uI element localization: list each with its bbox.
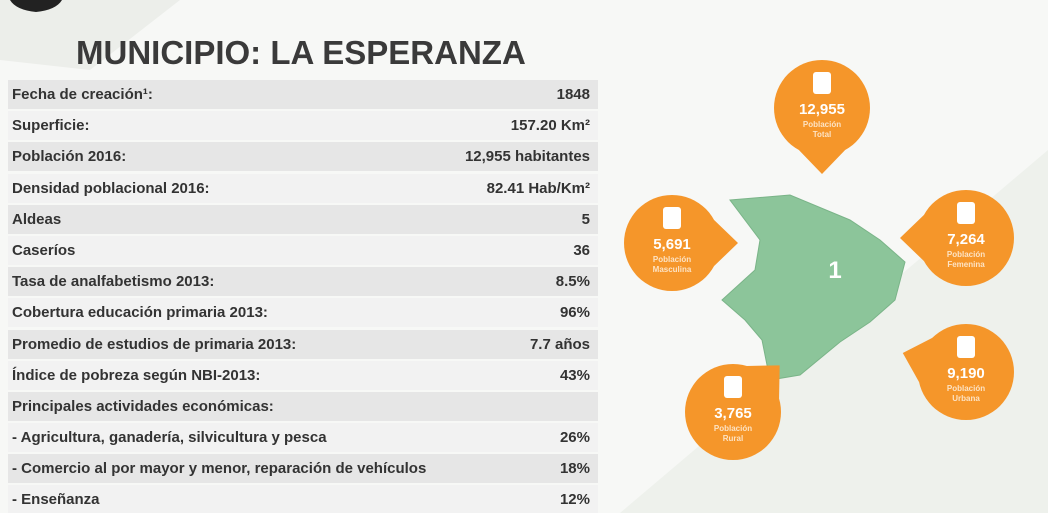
row-label: Superficie: — [12, 117, 90, 135]
table-row: Promedio de estudios de primaria 2013: 7.… — [8, 329, 598, 359]
bubble-label: Población — [947, 384, 985, 393]
row-label: Índice de pobreza según NBI-2013: — [12, 366, 261, 384]
table-row: Tasa de analfabetismo 2013: 8.5% — [8, 267, 598, 297]
table-row: Cobertura educación primaria 2013: 96% — [8, 298, 598, 328]
row-label: Caseríos — [12, 241, 76, 259]
row-value: 8.5% — [555, 273, 590, 291]
row-label: Aldeas — [12, 210, 62, 228]
logo — [10, 0, 62, 12]
bubble — [774, 60, 870, 156]
table-row: Fecha de creación¹: 1848 — [8, 80, 598, 109]
row-value: 43% — [559, 366, 590, 384]
table: Fecha de creación¹: 1848 Superficie: 157.20… — [8, 80, 598, 513]
row-value: 157.20 Km² — [510, 117, 590, 135]
row-value: 12% — [559, 491, 590, 509]
row-value: 96% — [559, 304, 590, 322]
row-label: Cobertura educación primaria 2013: — [12, 304, 268, 322]
table-row: Población 2016: 12,955 habitantes — [8, 142, 598, 172]
row-label: Fecha de creación¹: — [12, 86, 153, 103]
bubble-label: Población — [714, 424, 752, 433]
map — [721, 194, 906, 381]
bubble-value: 5,691 — [653, 236, 691, 253]
bubble-icon — [724, 376, 742, 398]
bubble-label: Población — [803, 120, 841, 129]
bubble-value: 9,190 — [947, 365, 985, 382]
table-row: Superficie: 157.20 Km² — [8, 111, 598, 141]
bubble-tail — [714, 219, 738, 267]
table-row: Caseríos 36 — [8, 235, 598, 265]
bubble — [624, 195, 720, 291]
bubble-label: Rural — [723, 434, 743, 443]
bubble-label: Masculina — [653, 265, 692, 274]
row-label: Principales actividades económicas: — [12, 397, 274, 415]
row-value: 82.41 Hab/Km² — [486, 179, 590, 197]
table-row: - Comercio al por mayor y menor, reparac… — [8, 454, 598, 484]
row-value: 5 — [581, 210, 590, 228]
bubble-icon — [663, 207, 681, 229]
table-row: Densidad poblacional 2016: 82.41 Hab/Km² — [8, 173, 598, 203]
row-value: 1848 — [556, 86, 590, 103]
row-value: 7.7 años — [529, 335, 590, 353]
row-value: 12,955 habitantes — [464, 148, 590, 166]
row-value: 36 — [573, 241, 590, 259]
bg-shape — [0, 0, 180, 70]
bubble-tail — [900, 214, 924, 262]
row-label: Densidad poblacional 2016: — [12, 179, 210, 197]
bubble-label: Urbana — [952, 394, 980, 403]
bubble-label: Femenina — [947, 260, 985, 269]
row-label: Promedio de estudios de primaria 2013: — [12, 335, 297, 353]
table-row: Índice de pobreza según NBI-2013: 43% — [8, 360, 598, 390]
bubble-icon — [957, 202, 975, 224]
bubble-label: Total — [813, 130, 832, 139]
row-value: 26% — [559, 429, 590, 447]
bubble-value: 7,264 — [947, 231, 985, 248]
row-value: 18% — [559, 460, 590, 478]
bubble — [685, 364, 781, 460]
title: MUNICIPIO: LA ESPERANZA — [76, 34, 526, 71]
bubble-label: Población — [653, 255, 691, 264]
row-label: - Enseñanza — [12, 491, 100, 509]
table-row: Aldeas 5 — [8, 204, 598, 234]
bubble-icon — [957, 336, 975, 358]
row-label: Tasa de analfabetismo 2013: — [12, 273, 215, 291]
table-row: - Agricultura, ganadería, silvicultura y… — [8, 423, 598, 453]
bubble-value: 3,765 — [714, 405, 752, 422]
bubble-icon — [813, 72, 831, 94]
bubble-label: Población — [947, 250, 985, 259]
bubble-value: 12,955 — [799, 101, 845, 118]
table-row: Principales actividades económicas: — [8, 391, 598, 421]
row-label: - Agricultura, ganadería, silvicultura y… — [12, 429, 327, 447]
map-label: 1 — [828, 257, 841, 284]
bubble-tail — [798, 150, 846, 174]
row-label: - Comercio al por mayor y menor, reparac… — [12, 460, 427, 478]
table-row: - Enseñanza 12% — [8, 485, 598, 513]
bubble — [918, 190, 1014, 286]
bubble — [918, 324, 1014, 420]
row-label: Población 2016: — [12, 148, 127, 166]
